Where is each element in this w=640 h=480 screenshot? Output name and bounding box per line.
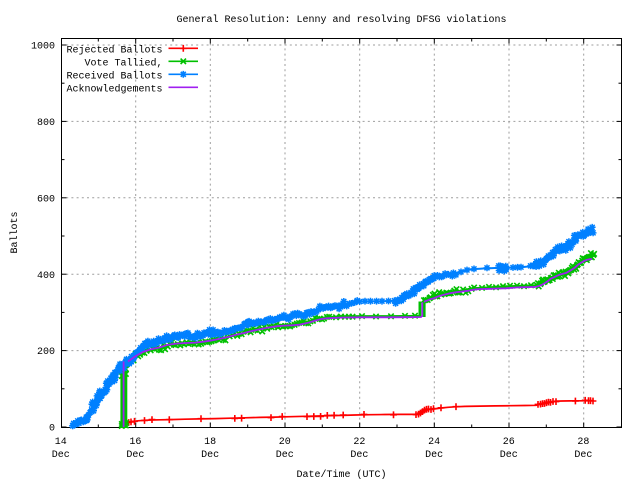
svg-text:Received Ballots: Received Ballots [66,70,162,82]
svg-text:28: 28 [577,437,589,448]
svg-text:Dec: Dec [350,450,368,461]
svg-text:20: 20 [279,437,291,448]
svg-text:Dec: Dec [500,450,518,461]
svg-text:Rejected Ballots: Rejected Ballots [66,44,162,56]
svg-text:Ballots: Ballots [9,211,21,253]
svg-text:400: 400 [37,271,55,282]
svg-text:Vote Tallied,: Vote Tallied, [84,57,162,69]
svg-text:200: 200 [37,347,55,358]
svg-text:26: 26 [503,437,515,448]
svg-text:22: 22 [353,437,365,448]
svg-text:Dec: Dec [276,450,294,461]
svg-text:Dec: Dec [126,450,144,461]
svg-text:800: 800 [37,118,55,129]
svg-text:Acknowledgements: Acknowledgements [66,83,162,95]
svg-text:Dec: Dec [52,450,70,461]
svg-text:14: 14 [55,437,67,448]
svg-text:Date/Time (UTC): Date/Time (UTC) [296,469,386,480]
svg-text:Dec: Dec [574,450,592,461]
svg-text:16: 16 [129,437,141,448]
svg-text:600: 600 [37,194,55,205]
svg-text:0: 0 [49,424,55,435]
svg-text:General Resolution: Lenny and: General Resolution: Lenny and resolving … [176,14,506,26]
svg-text:1000: 1000 [31,42,55,53]
svg-text:Dec: Dec [201,450,219,461]
svg-text:24: 24 [428,437,440,448]
svg-text:18: 18 [204,437,216,448]
svg-text:Dec: Dec [425,450,443,461]
